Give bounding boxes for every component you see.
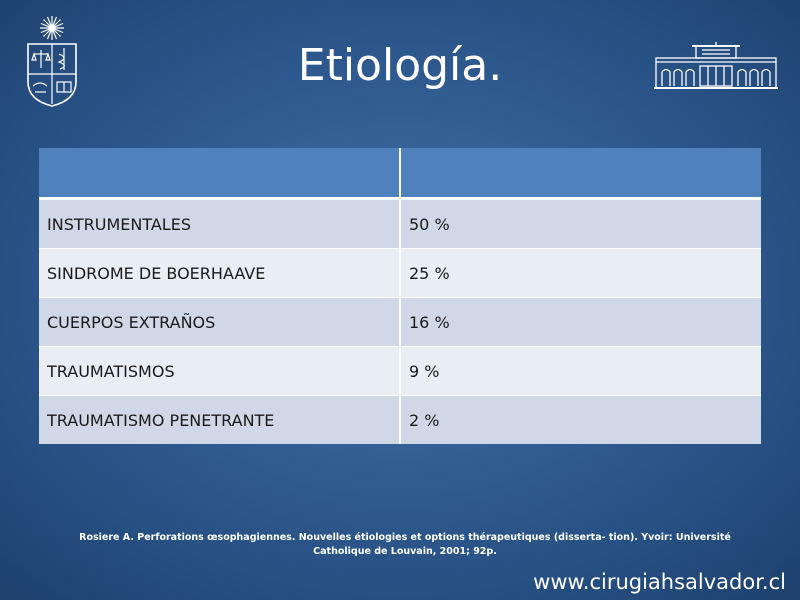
percent-cell: 25 % xyxy=(400,248,761,298)
cause-cell: TRAUMATISMOS xyxy=(39,346,401,396)
university-crest-icon xyxy=(27,16,77,107)
percent-cell: 9 % xyxy=(400,346,761,396)
cause-cell: INSTRUMENTALES xyxy=(39,198,401,249)
table-row: TRAUMATISMO PENETRANTE 2 % xyxy=(39,395,761,444)
slide-title: Etiología. xyxy=(297,40,503,91)
percent-cell: 50 % xyxy=(400,198,761,249)
cause-cell: CUERPOS EXTRAÑOS xyxy=(39,297,401,347)
table-header-row xyxy=(39,148,761,200)
etiology-table: INSTRUMENTALES 50 % SINDROME DE BOERHAAV… xyxy=(39,148,761,444)
percent-cell: 16 % xyxy=(400,297,761,347)
table-row: SINDROME DE BOERHAAVE 25 % xyxy=(39,248,761,298)
cause-cell: TRAUMATISMO PENETRANTE xyxy=(39,395,401,444)
table-header-cell xyxy=(400,148,761,200)
table-row: INSTRUMENTALES 50 % xyxy=(39,198,761,249)
percent-cell: 2 % xyxy=(400,395,761,444)
hospital-building-icon xyxy=(654,42,778,89)
website-url: www.cirugiahsalvador.cl xyxy=(533,570,786,594)
table-row: TRAUMATISMOS 9 % xyxy=(39,346,761,396)
table-row: CUERPOS EXTRAÑOS 16 % xyxy=(39,297,761,347)
table-header-cell xyxy=(39,148,401,200)
cause-cell: SINDROME DE BOERHAAVE xyxy=(39,248,401,298)
citation-text: Rosiere A. Perforations œsophagiennes. N… xyxy=(79,532,731,557)
